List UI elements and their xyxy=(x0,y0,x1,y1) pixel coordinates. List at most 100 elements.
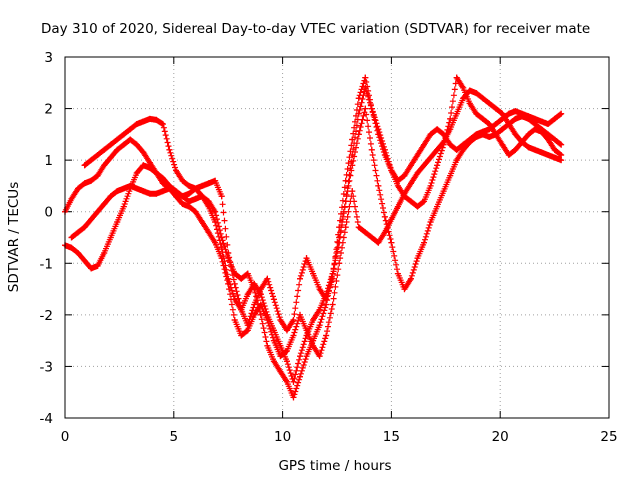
data-point xyxy=(375,182,382,189)
data-point xyxy=(362,74,369,81)
data-point xyxy=(394,203,401,210)
data-point xyxy=(244,327,251,334)
data-point xyxy=(421,239,428,246)
data-point xyxy=(127,136,134,143)
data-point xyxy=(421,198,428,205)
data-point xyxy=(75,229,82,236)
data-point xyxy=(349,188,356,195)
data-point xyxy=(453,74,460,81)
data-point xyxy=(427,182,434,189)
data-point xyxy=(264,275,271,282)
data-point xyxy=(179,193,186,200)
data-point xyxy=(166,146,173,153)
data-point xyxy=(244,291,251,298)
data-point xyxy=(146,115,153,122)
plot-frame xyxy=(64,56,610,419)
data-point xyxy=(453,146,460,153)
data-point xyxy=(407,162,414,169)
data-point xyxy=(479,95,486,102)
series-track-3 xyxy=(68,87,565,360)
data-point xyxy=(558,110,565,117)
data-point xyxy=(179,177,186,184)
data-point xyxy=(120,203,127,210)
y-tick-label: 3 xyxy=(44,50,53,66)
y-tick-label: -3 xyxy=(40,359,53,375)
data-point xyxy=(172,167,179,174)
data-point xyxy=(75,185,82,192)
data-point xyxy=(407,198,414,205)
data-point xyxy=(466,139,473,146)
data-point xyxy=(434,203,441,210)
data-point xyxy=(297,353,304,360)
data-point xyxy=(179,200,186,207)
data-point xyxy=(532,126,539,133)
data-point xyxy=(342,224,349,231)
data-point xyxy=(114,146,121,153)
data-point xyxy=(199,219,206,226)
data-point xyxy=(81,257,88,264)
data-point xyxy=(81,224,88,231)
data-point xyxy=(297,311,304,318)
data-point xyxy=(140,188,147,195)
data-point xyxy=(218,193,225,200)
data-point xyxy=(114,136,121,143)
data-point xyxy=(505,151,512,158)
data-point xyxy=(153,170,160,177)
data-point xyxy=(192,208,199,215)
data-point xyxy=(355,224,362,231)
data-point xyxy=(499,110,506,117)
x-axis-label: GPS time / hours xyxy=(278,458,391,474)
data-point xyxy=(192,195,199,202)
data-point xyxy=(316,353,323,360)
data-point xyxy=(238,275,245,282)
data-point xyxy=(375,131,382,138)
data-point xyxy=(303,353,310,360)
data-point xyxy=(94,208,101,215)
data-point xyxy=(466,100,473,107)
x-tick-label: 0 xyxy=(61,429,70,445)
data-point xyxy=(225,249,232,256)
data-point xyxy=(368,105,375,112)
x-tick-label: 5 xyxy=(170,429,179,445)
y-tick-label: -2 xyxy=(40,308,53,324)
data-point xyxy=(473,133,480,140)
data-point xyxy=(101,146,108,153)
data-point xyxy=(355,95,362,102)
data-point xyxy=(447,115,454,122)
data-point xyxy=(303,327,310,334)
data-point xyxy=(205,198,212,205)
data-point xyxy=(107,154,114,161)
data-points xyxy=(62,74,565,401)
data-point xyxy=(133,185,140,192)
data-point xyxy=(349,162,356,169)
data-point xyxy=(545,151,552,158)
data-point xyxy=(407,275,414,282)
data-point xyxy=(94,172,101,179)
data-point xyxy=(88,177,95,184)
data-point xyxy=(388,167,395,174)
data-point xyxy=(68,244,75,251)
data-point xyxy=(558,141,565,148)
data-point xyxy=(492,121,499,128)
data-point xyxy=(297,373,304,380)
data-point xyxy=(316,286,323,293)
data-point xyxy=(479,115,486,122)
data-point xyxy=(499,126,506,133)
data-point xyxy=(94,262,101,269)
data-point xyxy=(479,131,486,138)
data-point xyxy=(381,151,388,158)
data-point xyxy=(192,185,199,192)
data-point xyxy=(159,175,166,182)
data-point xyxy=(407,180,414,187)
data-point xyxy=(88,216,95,223)
data-point xyxy=(225,280,232,287)
data-point xyxy=(427,131,434,138)
data-point xyxy=(460,146,467,153)
series-track-4 xyxy=(81,74,565,334)
data-point xyxy=(133,121,140,128)
data-point xyxy=(199,182,206,189)
data-point xyxy=(186,182,193,189)
data-point xyxy=(218,234,225,241)
data-point xyxy=(414,203,421,210)
